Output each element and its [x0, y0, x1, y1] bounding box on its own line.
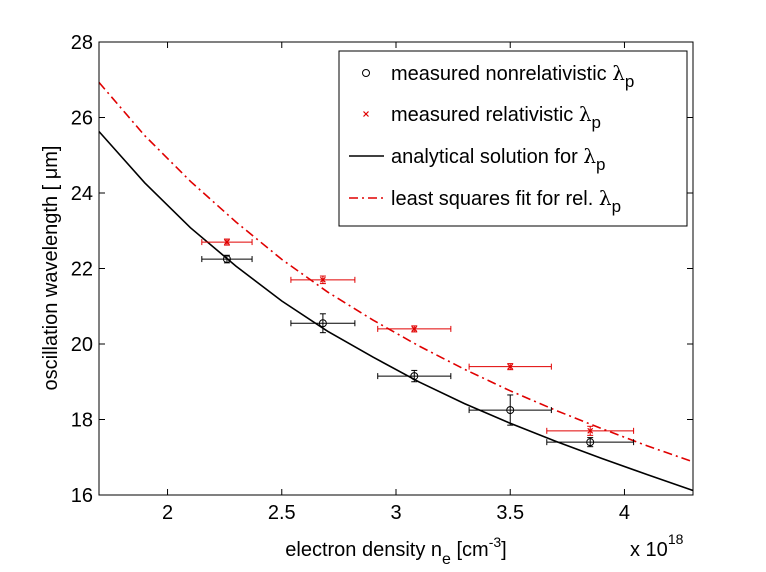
legend-entry: least squares fit for rel. λp — [391, 186, 621, 216]
data-point — [377, 325, 452, 333]
data-point — [546, 425, 635, 436]
y-tick-label: 18 — [71, 410, 93, 432]
legend-swatch — [362, 69, 370, 77]
curves — [98, 81, 694, 492]
data-point — [468, 394, 552, 426]
x-tick-label: 3 — [390, 502, 401, 524]
legend-swatch — [363, 111, 369, 117]
markers — [201, 238, 635, 448]
y-tick-label: 28 — [71, 32, 93, 54]
circle-marker — [506, 406, 515, 415]
data-point — [546, 437, 635, 448]
data-point — [201, 254, 253, 264]
x-marker — [411, 325, 418, 332]
data-point — [290, 313, 356, 334]
circle-marker — [318, 319, 327, 328]
x-tick-label: 2 — [162, 502, 173, 524]
y-tick-label: 16 — [71, 485, 93, 507]
y-axis-label: oscillation wavelength [ μm] — [40, 146, 62, 391]
y-tick-label: 22 — [71, 259, 93, 281]
x-tick-label: 3.5 — [496, 502, 524, 524]
data-point — [468, 363, 552, 371]
data-point — [201, 238, 253, 246]
ticks: 2 2.5 3 3.5 4 16 18 20 22 24 26 28 — [71, 32, 693, 524]
analytical-curve — [98, 130, 694, 492]
x-marker — [224, 239, 230, 245]
x-tick-label: 2.5 — [268, 502, 296, 524]
legend-entry: measured nonrelativistic λp — [391, 61, 634, 91]
circle-marker — [410, 372, 419, 381]
x-marker — [319, 276, 326, 283]
data-point — [377, 369, 452, 383]
y-tick-label: 24 — [71, 183, 93, 205]
x-marker — [507, 363, 514, 370]
data-point — [290, 275, 356, 285]
legend-entry: measured relativistic λp — [391, 102, 601, 132]
legend-entry: analytical solution for λp — [391, 144, 605, 174]
circle-marker — [586, 438, 595, 447]
circle-marker — [222, 255, 231, 264]
x-marker — [587, 427, 594, 434]
x-multiplier: x 1018 — [630, 531, 684, 561]
fit-curve — [98, 81, 694, 463]
y-tick-label: 20 — [71, 334, 93, 356]
x-tick-label: 4 — [619, 502, 630, 524]
y-tick-label: 26 — [71, 108, 93, 130]
legend-box — [338, 50, 688, 227]
x-axis-label: electron density ne [cm-3] — [285, 534, 506, 568]
legend: measured nonrelativistic λp measured rela… — [338, 50, 688, 227]
